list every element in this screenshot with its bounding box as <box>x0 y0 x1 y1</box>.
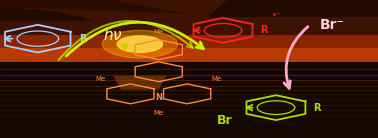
Polygon shape <box>208 0 378 17</box>
Circle shape <box>102 30 178 58</box>
Text: R: R <box>313 103 321 113</box>
Polygon shape <box>0 0 189 14</box>
Circle shape <box>117 36 163 52</box>
Text: Me: Me <box>153 110 164 116</box>
FancyArrowPatch shape <box>66 22 203 56</box>
Text: R: R <box>79 34 87 44</box>
Text: Me: Me <box>153 29 164 35</box>
Polygon shape <box>0 34 378 76</box>
FancyArrowPatch shape <box>284 27 308 88</box>
Polygon shape <box>0 7 94 21</box>
Polygon shape <box>0 48 378 62</box>
Polygon shape <box>0 0 378 62</box>
Text: Me: Me <box>212 76 222 82</box>
Text: Br⁻: Br⁻ <box>320 18 345 32</box>
Text: $h\nu$: $h\nu$ <box>104 26 123 43</box>
Polygon shape <box>0 62 378 138</box>
Text: R: R <box>260 25 268 35</box>
FancyArrowPatch shape <box>59 21 193 60</box>
Text: N: N <box>155 93 162 103</box>
Polygon shape <box>113 76 166 90</box>
Text: •⁺: •⁺ <box>272 11 281 20</box>
Text: Br: Br <box>217 114 233 127</box>
Text: Me: Me <box>96 76 106 82</box>
